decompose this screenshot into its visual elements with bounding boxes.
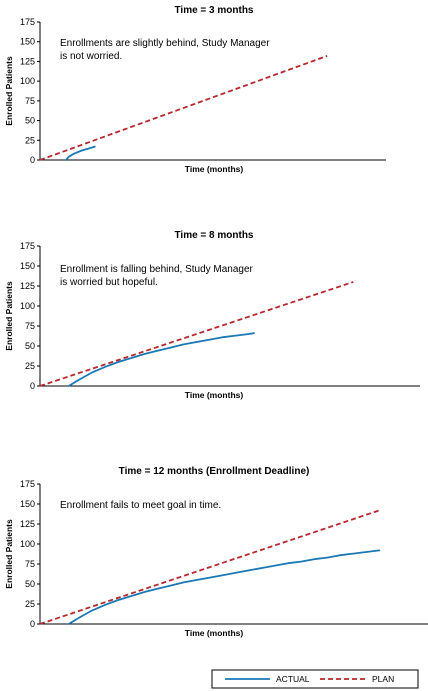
y-tick-label: 175 — [20, 17, 35, 27]
plan-series-line — [39, 55, 328, 161]
y-tick-label: 50 — [25, 116, 35, 126]
legend: ACTUAL PLAN — [211, 669, 419, 689]
chart-title: Time = 12 months (Enrollment Deadline) — [119, 466, 310, 477]
y-tick-label: 25 — [25, 361, 35, 371]
chart-title: Time = 3 months — [174, 5, 253, 16]
y-tick-label: 125 — [20, 56, 35, 66]
legend-plan-label: PLAN — [372, 674, 394, 684]
x-axis-label: Time (months) — [185, 164, 244, 174]
y-tick-label: 50 — [25, 341, 35, 351]
annotation-text: Enrollment is falling behind, Study Mana… — [60, 264, 254, 275]
y-tick-label: 75 — [25, 321, 35, 331]
y-tick-label: 0 — [30, 381, 35, 391]
y-tick-label: 75 — [25, 96, 35, 106]
y-axis-label: Enrolled Patients — [4, 519, 14, 589]
actual-series-line — [67, 549, 381, 625]
y-tick-label: 175 — [20, 241, 35, 251]
plan-series-line — [39, 509, 380, 625]
actual-series-line — [65, 145, 96, 161]
x-axis-label: Time (months) — [185, 628, 244, 638]
y-tick-label: 100 — [20, 301, 35, 311]
y-tick-label: 150 — [20, 261, 35, 271]
x-axis-label: Time (months) — [185, 390, 244, 400]
y-tick-label: 175 — [20, 479, 35, 489]
y-tick-label: 75 — [25, 559, 35, 569]
y-axis-label: Enrolled Patients — [4, 56, 14, 126]
legend-box — [211, 669, 419, 689]
actual-series-line — [67, 332, 255, 387]
annotation-text: is not worried. — [60, 51, 122, 62]
chart-panel-2: Time = 8 months 0 25 50 75 100 125 150 175 Enroll… — [4, 230, 420, 400]
y-tick-label: 50 — [25, 579, 35, 589]
annotation-text: Enrollments are slightly behind, Study M… — [60, 38, 270, 49]
y-tick-label: 25 — [25, 135, 35, 145]
y-tick-label: 150 — [20, 37, 35, 47]
chart-panel-3: Time = 12 months (Enrollment Deadline) 0 2… — [4, 466, 428, 638]
legend-actual-label: ACTUAL — [276, 674, 310, 684]
annotation-text: Enrollment fails to meet goal in time. — [60, 500, 221, 511]
y-tick-label: 125 — [20, 281, 35, 291]
y-tick-label: 150 — [20, 499, 35, 509]
chart-panel-1: Time = 3 months 0 25 50 75 100 125 150 175 Enroll… — [4, 5, 386, 174]
y-axis-label: Enrolled Patients — [4, 281, 14, 351]
annotation-text: is worried but hopeful. — [60, 277, 158, 288]
y-tick-label: 0 — [30, 619, 35, 629]
y-tick-label: 100 — [20, 539, 35, 549]
plan-series-line — [39, 281, 354, 387]
chart-title: Time = 8 months — [174, 230, 253, 241]
y-tick-label: 125 — [20, 519, 35, 529]
y-tick-label: 100 — [20, 76, 35, 86]
y-tick-label: 25 — [25, 599, 35, 609]
y-tick-label: 0 — [30, 155, 35, 165]
